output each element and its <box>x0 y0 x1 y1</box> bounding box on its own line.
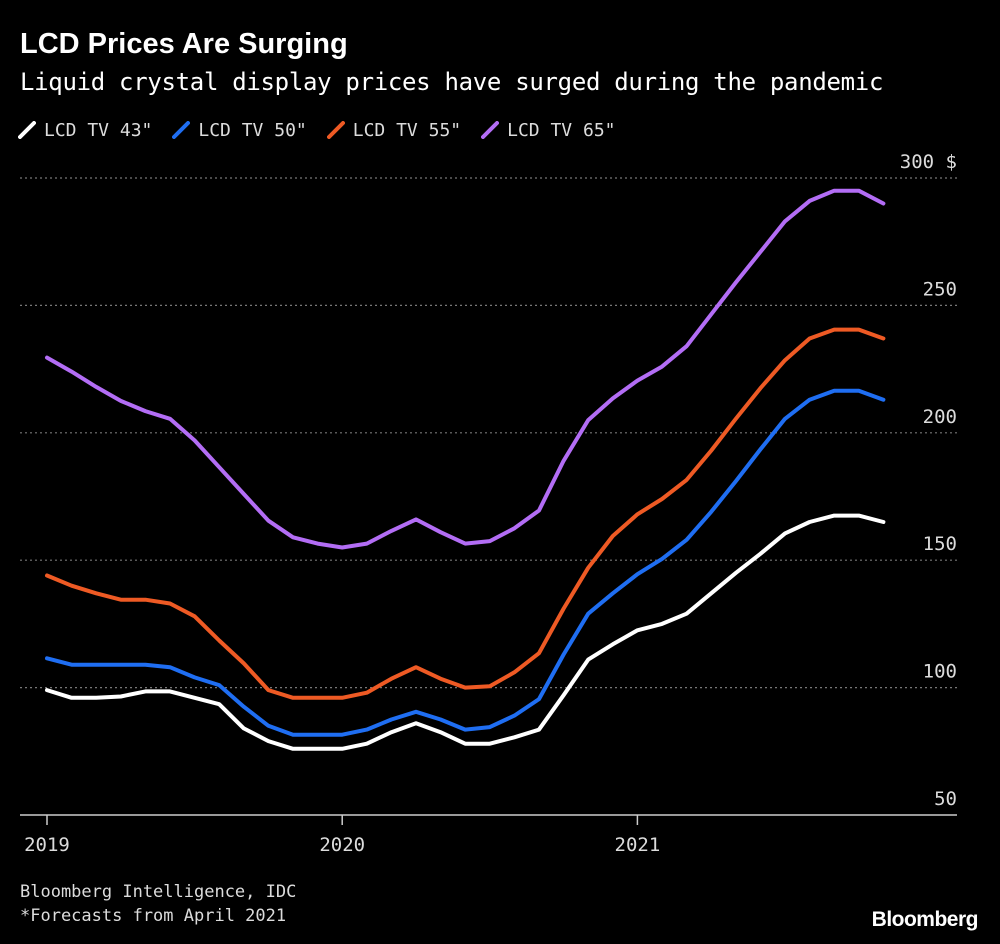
legend-swatch-50 <box>172 121 191 139</box>
legend-label-65: LCD TV 65" <box>507 119 616 141</box>
series-line-1 <box>45 388 886 737</box>
legend-swatch-55 <box>326 121 345 139</box>
y-tick-label-200: 200 <box>923 406 957 428</box>
legend: LCD TV 43" LCD TV 50" LCD TV 55" LCD TV … <box>18 116 616 144</box>
series-line-0 <box>45 513 886 751</box>
legend-item-55: LCD TV 55" <box>326 119 462 141</box>
y-tick-label-250: 250 <box>923 278 957 300</box>
y-tick-label-100: 100 <box>923 661 957 683</box>
chart-subtitle: Liquid crystal display prices have surge… <box>20 68 884 96</box>
legend-label-43: LCD TV 43" <box>44 119 153 141</box>
legend-swatch-43 <box>18 121 36 139</box>
y-axis-ticks: 50 100 150 200 250 300 $ <box>900 151 957 810</box>
line-chart: 50 100 150 200 250 300 $ 2019 2020 2021 <box>20 151 957 856</box>
legend-item-50: LCD TV 50" <box>172 119 307 141</box>
x-tick-label-2019: 2019 <box>24 834 70 856</box>
grid-lines <box>20 177 957 689</box>
series-lines <box>45 188 886 751</box>
source-note: Bloomberg Intelligence, IDC <box>20 882 297 902</box>
x-tick-label-2020: 2020 <box>319 834 365 856</box>
legend-swatch-65 <box>481 121 500 139</box>
chart-title: LCD Prices Are Surging <box>20 28 348 60</box>
legend-item-43: LCD TV 43" <box>18 120 152 141</box>
series-line-3 <box>45 188 886 550</box>
legend-item-65: LCD TV 65" <box>481 119 616 141</box>
y-tick-label-50: 50 <box>934 788 957 810</box>
y-tick-label-150: 150 <box>923 533 957 555</box>
y-tick-label-300: 300 $ <box>900 151 957 173</box>
series-line-2 <box>45 327 886 700</box>
legend-label-50: LCD TV 50" <box>198 119 307 141</box>
footer: Bloomberg Intelligence, IDC *Forecasts f… <box>20 880 296 928</box>
legend-label-55: LCD TV 55" <box>352 119 462 141</box>
forecast-note: *Forecasts from April 2021 <box>20 906 287 926</box>
x-tick-label-2021: 2021 <box>615 834 661 856</box>
x-axis: 2019 2020 2021 <box>20 814 957 856</box>
bloomberg-logo: Bloomberg <box>871 908 979 931</box>
